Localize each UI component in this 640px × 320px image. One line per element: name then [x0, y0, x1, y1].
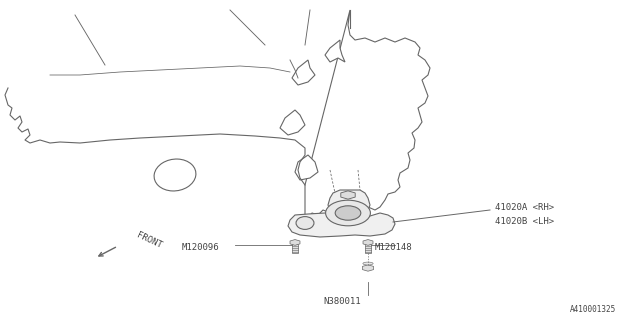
Ellipse shape: [326, 200, 371, 226]
Bar: [365, 244, 371, 253]
Polygon shape: [280, 110, 305, 135]
Polygon shape: [288, 213, 395, 237]
Text: N380011: N380011: [323, 298, 360, 307]
Text: 41020A <RH>: 41020A <RH>: [495, 203, 554, 212]
Polygon shape: [325, 40, 345, 62]
Ellipse shape: [335, 206, 361, 220]
Polygon shape: [328, 190, 370, 215]
Polygon shape: [295, 155, 318, 180]
Text: A410001325: A410001325: [570, 306, 616, 315]
Text: M120096: M120096: [182, 244, 220, 252]
Text: M120148: M120148: [375, 244, 413, 252]
Polygon shape: [305, 10, 430, 218]
Ellipse shape: [154, 159, 196, 191]
Text: FRONT: FRONT: [135, 230, 163, 250]
Text: 41020B <LH>: 41020B <LH>: [495, 217, 554, 226]
Polygon shape: [292, 60, 315, 85]
Ellipse shape: [363, 262, 373, 265]
Bar: [292, 244, 298, 253]
Ellipse shape: [296, 217, 314, 229]
